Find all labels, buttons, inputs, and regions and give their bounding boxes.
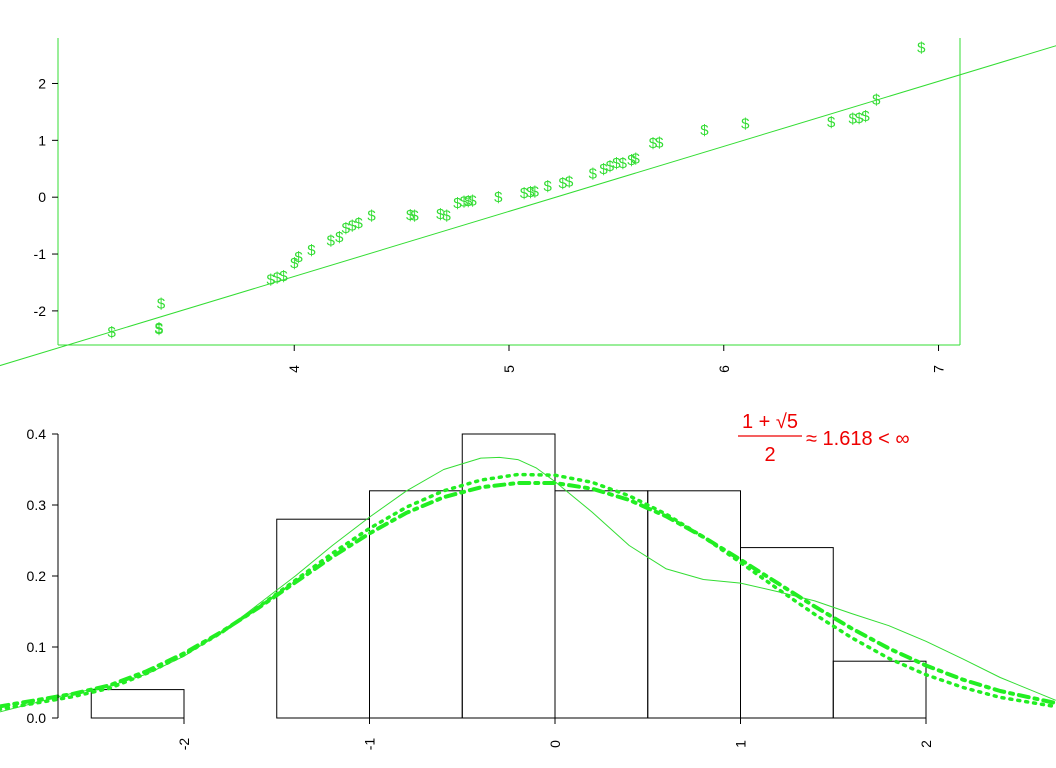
scatter-point: $ bbox=[861, 108, 870, 125]
histogram-bar bbox=[740, 547, 834, 719]
scatter-point: $ bbox=[543, 178, 552, 195]
histogram-panel: 0.0 0.1 0.2 0.3 0.4 -2 -1 0 1 2 1 + √5 2 ≈ 1.618 … bbox=[0, 411, 1056, 750]
scatter-point: $ bbox=[520, 185, 529, 202]
scatter-point: $ bbox=[307, 242, 316, 259]
scatter-point: $ bbox=[589, 165, 598, 182]
density-curve-dashdot bbox=[0, 481, 1056, 709]
scatter-point: $ bbox=[606, 158, 615, 175]
histogram-axes: 0.0 0.1 0.2 0.3 0.4 -2 -1 0 1 2 bbox=[27, 426, 934, 750]
scatter-y-tick-label: 0 bbox=[38, 189, 46, 205]
density-curve-dotted bbox=[0, 472, 1056, 712]
scatter-point: $ bbox=[655, 135, 664, 152]
scatter-point: $ bbox=[526, 184, 535, 201]
scatter-point: $ bbox=[741, 115, 750, 132]
histogram-y-tick-label: 0.0 bbox=[27, 710, 47, 726]
scatter-point: $ bbox=[453, 195, 462, 212]
scatter-x-tick-label: 7 bbox=[931, 365, 947, 373]
histogram-bar bbox=[90, 689, 185, 719]
scatter-point: $ bbox=[155, 320, 164, 337]
scatter-point: $ bbox=[649, 135, 658, 152]
scatter-x-tick-label: 6 bbox=[716, 365, 732, 373]
histogram-x-tick-label: 0 bbox=[547, 740, 563, 748]
histogram-y-tick-label: 0.2 bbox=[27, 568, 47, 584]
scatter-point: $ bbox=[436, 206, 445, 223]
histogram-bar bbox=[647, 490, 741, 719]
scatter-y-tick-label: -2 bbox=[34, 303, 47, 319]
scatter-point: $ bbox=[627, 152, 636, 169]
density-curve-solid bbox=[0, 456, 1056, 713]
histogram-bar bbox=[276, 518, 370, 719]
scatter-point: $ bbox=[565, 173, 574, 190]
scatter-point: $ bbox=[464, 193, 473, 210]
histogram-bar bbox=[554, 490, 649, 719]
scatter-point: $ bbox=[917, 40, 926, 57]
scatter-point: $ bbox=[342, 220, 351, 237]
histogram-x-tick-label: -2 bbox=[176, 738, 192, 751]
scatter-point: $ bbox=[468, 193, 477, 210]
annotation-numerator: 1 + √5 bbox=[742, 411, 798, 433]
scatter-point: $ bbox=[632, 151, 641, 168]
scatter-point: $ bbox=[294, 249, 303, 266]
annotation-denominator: 2 bbox=[764, 444, 775, 466]
scatter-fit-line bbox=[0, 45, 1056, 367]
histogram-y-tick-label: 0.4 bbox=[27, 426, 47, 442]
scatter-x-tick-label: 5 bbox=[501, 365, 517, 373]
scatter-regression-line bbox=[0, 45, 1056, 367]
scatter-point: $ bbox=[155, 321, 164, 338]
scatter-point: $ bbox=[872, 91, 881, 108]
scatter-point: $ bbox=[406, 207, 415, 224]
histogram-y-tick-label: 0.3 bbox=[27, 497, 47, 513]
histogram-x-tick-label: 2 bbox=[918, 740, 934, 748]
density-curves bbox=[0, 456, 1056, 713]
scatter-point: $ bbox=[354, 215, 363, 232]
scatter-point: $ bbox=[443, 207, 452, 224]
histogram-x-tick-label: -1 bbox=[362, 738, 378, 751]
scatter-point: $ bbox=[108, 324, 117, 341]
scatter-point: $ bbox=[827, 114, 836, 131]
scatter-point: $ bbox=[612, 155, 621, 172]
annotation-approx: ≈ 1.618 < ∞ bbox=[806, 428, 910, 450]
scatter-point: $ bbox=[279, 268, 288, 285]
scatter-point: $ bbox=[327, 232, 336, 249]
histogram-y-tick-label: 0.1 bbox=[27, 639, 47, 655]
golden-ratio-annotation: 1 + √5 2 ≈ 1.618 < ∞ bbox=[738, 411, 910, 466]
scatter-y-tick-label: 1 bbox=[38, 132, 46, 148]
scatter-point: $ bbox=[367, 207, 376, 224]
scatter-point: $ bbox=[700, 122, 709, 139]
scatter-point: $ bbox=[266, 272, 275, 289]
scatter-point: $ bbox=[348, 218, 357, 235]
scatter-point: $ bbox=[855, 110, 864, 127]
scatter-y-tick-label: -1 bbox=[34, 246, 47, 262]
scatter-axes: -2 -1 0 1 2 4 5 6 7 bbox=[34, 38, 961, 373]
scatter-point: $ bbox=[273, 269, 282, 286]
scatter-y-tick-label: 2 bbox=[38, 75, 46, 91]
scatter-point: $ bbox=[559, 175, 568, 192]
scatter-point: $ bbox=[599, 161, 608, 178]
scatter-point: $ bbox=[494, 189, 503, 206]
scatter-point: $ bbox=[848, 111, 857, 128]
scatter-point: $ bbox=[619, 155, 628, 172]
histogram-x-tick-label: 1 bbox=[733, 740, 749, 748]
scatter-point: $ bbox=[335, 229, 344, 246]
histogram-bar bbox=[832, 660, 927, 719]
scatter-x-tick-label: 4 bbox=[286, 365, 302, 373]
scatter-point: $ bbox=[410, 207, 419, 224]
scatter-points: $ $$$$$$$$ $$ $$$$ $ $$ $$$$$$ $ $$$ $ $$ $ $$$$ $$$$… bbox=[108, 40, 927, 341]
scatter-point: $ bbox=[531, 184, 540, 201]
scatter-point: $ bbox=[460, 194, 469, 211]
scatter-point: $ bbox=[290, 255, 299, 272]
scatter-point: $ bbox=[157, 295, 166, 312]
